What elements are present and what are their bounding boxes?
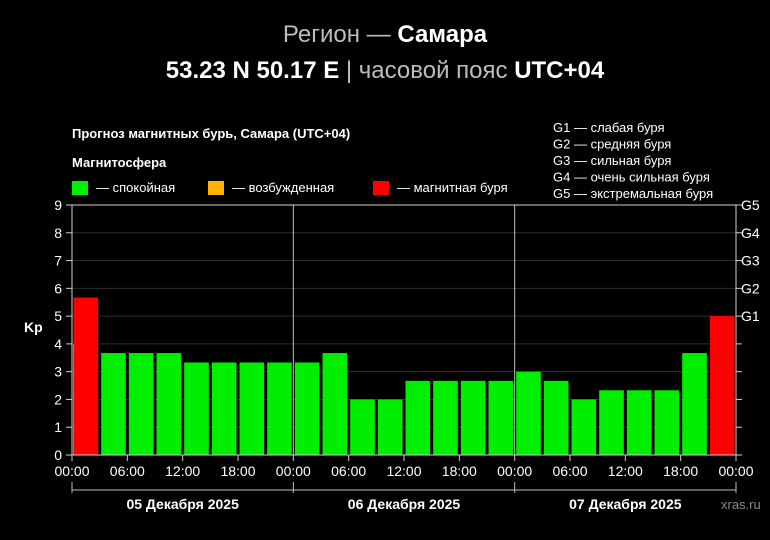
y-tick-label: 9 xyxy=(54,197,62,213)
region-dash: — xyxy=(366,21,391,48)
legend-swatch-0 xyxy=(72,181,88,195)
watermark: xras.ru xyxy=(721,497,761,512)
g-tick-label: G2 xyxy=(741,280,760,296)
g-scale-item-4: G5 — экстремальная буря xyxy=(553,186,713,201)
x-tick-label: 00:00 xyxy=(276,463,311,479)
kp-bar xyxy=(654,390,680,455)
y-tick-label: 0 xyxy=(54,447,62,463)
kp-bar xyxy=(543,380,569,455)
city-name: Самара xyxy=(397,21,488,48)
kp-bar xyxy=(516,371,541,455)
y-axis-label: Kp xyxy=(24,319,43,335)
kp-bar xyxy=(184,362,209,455)
day-label: 07 Декабря 2025 xyxy=(569,496,682,512)
legend-label-1: — возбужденная xyxy=(232,180,334,195)
legend-label-2: — магнитная буря xyxy=(397,180,508,195)
page-header: Регион — Самара 53.23 N 50.17 E | часово… xyxy=(0,18,770,88)
x-tick-label: 06:00 xyxy=(331,463,366,479)
kp-bar xyxy=(377,399,403,455)
y-tick-label: 3 xyxy=(54,364,62,380)
y-tick-label: 6 xyxy=(54,280,62,296)
legend-swatch-2 xyxy=(373,181,389,195)
kp-bar xyxy=(350,399,375,455)
kp-bar xyxy=(211,362,237,455)
kp-bar xyxy=(488,380,514,455)
y-tick-label: 2 xyxy=(54,391,62,407)
x-tick-label: 12:00 xyxy=(608,463,643,479)
kp-bar xyxy=(460,380,486,455)
g-scale-item-1: G2 — средняя буря xyxy=(553,137,671,152)
x-tick-label: 00:00 xyxy=(718,463,753,479)
y-tick-label: 4 xyxy=(54,336,62,352)
magnetosphere-legend: — спокойная — возбужденная — магнитная бур… xyxy=(72,180,508,195)
plot-area: 0 1 2 3 4 5 6 7 8 9 G1 G2 G3 G4 G5 00:00 06:00 12:00 18:00… xyxy=(54,197,760,512)
kp-bar xyxy=(239,362,265,455)
kp-bar xyxy=(156,353,182,455)
coords-line: 53.23 N 50.17 E | часовой пояс UTC+04 xyxy=(0,54,770,88)
kp-bar xyxy=(73,297,99,455)
kp-bar xyxy=(571,399,597,455)
region-line: Регион — Самара xyxy=(0,18,770,52)
x-tick-label: 06:00 xyxy=(552,463,587,479)
timezone-label: часовой пояс xyxy=(358,57,508,84)
x-tick-label: 18:00 xyxy=(442,463,477,479)
legend-swatch-1 xyxy=(208,181,224,195)
kp-bar xyxy=(405,380,431,455)
y-tick-label: 1 xyxy=(54,419,62,435)
x-tick-label: 12:00 xyxy=(165,463,200,479)
x-tick-label: 06:00 xyxy=(110,463,145,479)
timezone-value: UTC+04 xyxy=(514,57,605,84)
kp-bar xyxy=(682,353,707,455)
g-scale-item-3: G4 — очень сильная буря xyxy=(553,170,710,185)
legend-title: Магнитосфера xyxy=(72,155,167,170)
x-tick-label: 18:00 xyxy=(663,463,698,479)
g-scale-item-2: G3 — сильная буря xyxy=(553,153,671,168)
coordinates: 53.23 N 50.17 E xyxy=(165,57,340,84)
g-tick-label: G1 xyxy=(741,308,760,324)
kp-bar xyxy=(294,362,320,455)
chart-title: Прогноз магнитных бурь, Самара (UTC+04) xyxy=(72,126,350,141)
legend-label-0: — спокойная xyxy=(96,180,175,195)
g-tick-label: G3 xyxy=(741,253,760,269)
coords-separator: | xyxy=(345,57,353,84)
kp-bar xyxy=(101,353,126,455)
x-tick-label: 18:00 xyxy=(220,463,255,479)
day-label: 05 Декабря 2025 xyxy=(126,496,239,512)
kp-bar xyxy=(267,362,292,455)
kp-bar xyxy=(599,390,624,455)
y-tick-label: 5 xyxy=(54,308,62,324)
kp-bar xyxy=(709,316,735,455)
region-label: Регион xyxy=(282,21,360,48)
g-scale-item-0: G1 — слабая буря xyxy=(553,120,665,135)
kp-bar xyxy=(128,353,154,455)
kp-bar xyxy=(322,353,348,455)
kp-bar xyxy=(433,380,458,455)
x-tick-label: 00:00 xyxy=(54,463,89,479)
y-tick-label: 7 xyxy=(54,253,62,269)
day-label: 06 Декабря 2025 xyxy=(348,496,461,512)
kp-bar xyxy=(626,390,652,455)
x-tick-label: 00:00 xyxy=(497,463,532,479)
g-tick-label: G5 xyxy=(741,197,760,213)
x-tick-label: 12:00 xyxy=(386,463,421,479)
g-tick-label: G4 xyxy=(741,225,760,241)
y-tick-label: 8 xyxy=(54,225,62,241)
